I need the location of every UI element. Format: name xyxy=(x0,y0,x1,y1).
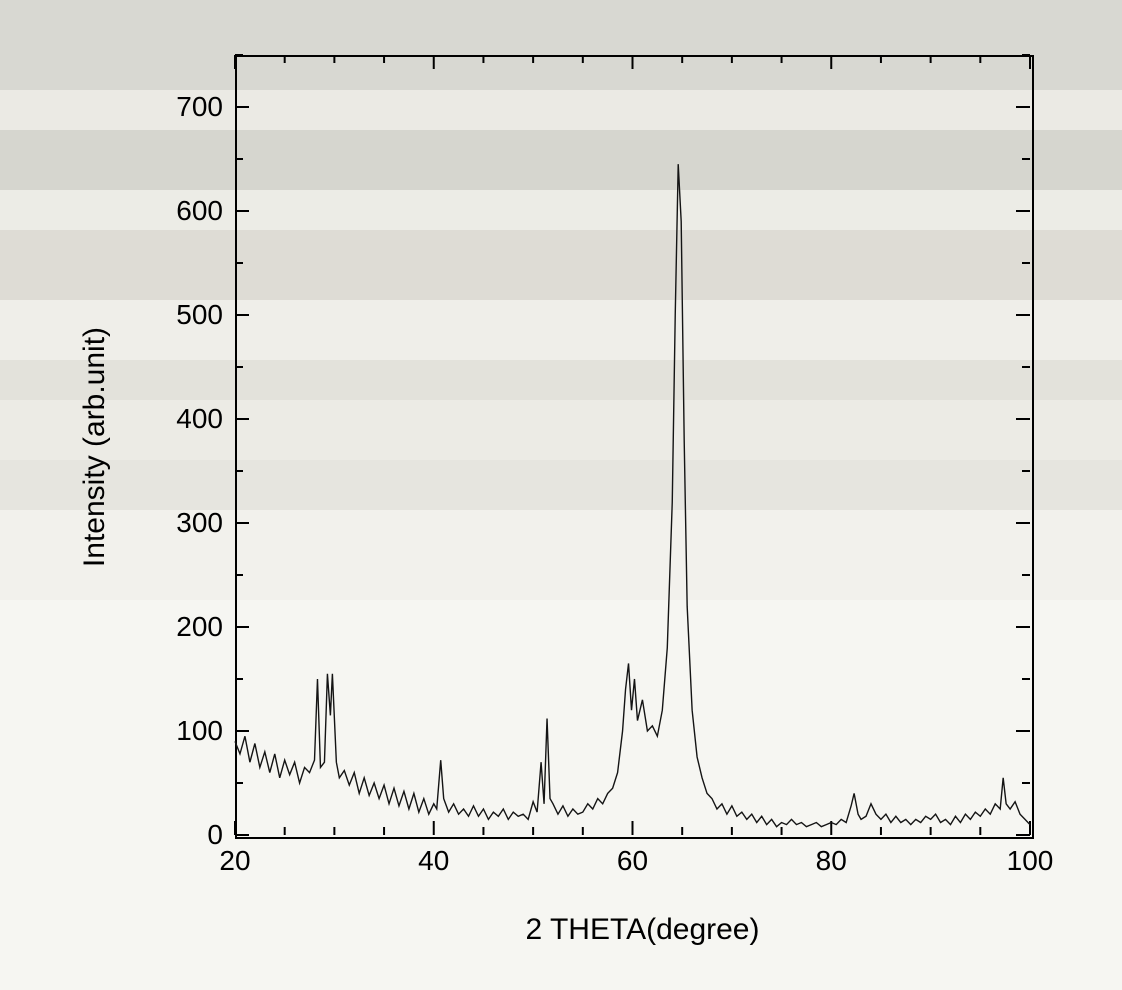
page-root: Intensity (arb.unit) 2 THETA(degree) 204… xyxy=(0,0,1122,990)
y-axis-label: Intensity (arb.unit) xyxy=(78,297,112,597)
y-tick-label: 400 xyxy=(176,403,223,435)
y-tick-label: 700 xyxy=(176,91,223,123)
y-tick-label: 500 xyxy=(176,299,223,331)
x-tick-label: 100 xyxy=(1005,845,1055,877)
intensity-trace xyxy=(235,164,1030,826)
y-tick-label: 0 xyxy=(207,819,223,851)
x-tick-label: 80 xyxy=(806,845,856,877)
x-tick-label: 60 xyxy=(608,845,658,877)
x-tick-label: 40 xyxy=(409,845,459,877)
xrd-line-chart xyxy=(0,0,1122,990)
y-tick-label: 100 xyxy=(176,715,223,747)
y-tick-label: 600 xyxy=(176,195,223,227)
y-tick-label: 200 xyxy=(176,611,223,643)
x-axis-label: 2 THETA(degree) xyxy=(493,913,793,947)
y-tick-label: 300 xyxy=(176,507,223,539)
